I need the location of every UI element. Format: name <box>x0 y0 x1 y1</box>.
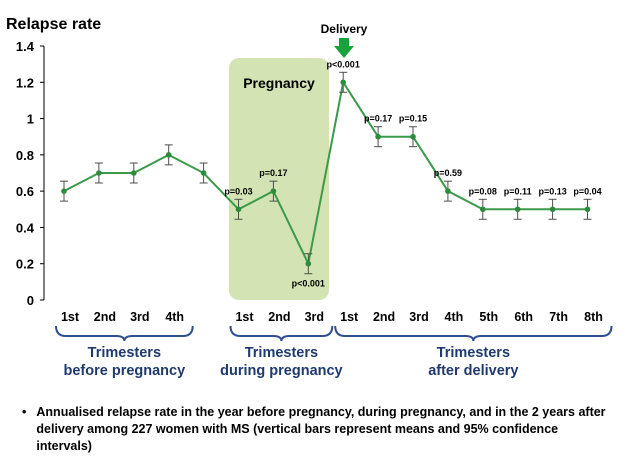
data-point <box>235 206 242 213</box>
data-point <box>131 170 137 176</box>
x-tick-label: 4th <box>445 310 464 324</box>
p-value-label: p=0.13 <box>538 186 566 196</box>
group-brace <box>55 325 194 342</box>
data-point <box>375 133 381 140</box>
pregnancy-band <box>229 58 329 300</box>
y-tick-label: 0 <box>27 293 34 308</box>
group-label-line1: Trimesters <box>245 345 318 361</box>
p-value-label: p=0.59 <box>434 168 462 178</box>
data-point <box>445 188 451 194</box>
x-tick-label: 6th <box>514 310 533 324</box>
y-tick-label: 1 <box>27 112 34 127</box>
group-label-line1: Trimesters <box>437 345 510 361</box>
x-tick-label: 8th <box>584 310 603 324</box>
p-value-label: p<0.001 <box>292 279 325 289</box>
x-tick-label: 2nd <box>373 310 395 324</box>
data-point <box>514 206 521 213</box>
data-point <box>270 188 277 194</box>
y-tick-label: 0.4 <box>16 220 35 235</box>
data-point <box>549 206 556 213</box>
x-tick-label: 3rd <box>130 310 149 324</box>
x-tick-label: 7th <box>549 310 568 324</box>
p-value-label: p=0.15 <box>399 114 427 124</box>
p-value-label: p=0.08 <box>469 186 497 196</box>
p-value-label: p=0.11 <box>504 186 532 196</box>
x-tick-label: 1st <box>340 310 359 324</box>
p-value-label: p=0.17 <box>364 114 392 124</box>
delivery-label: Delivery <box>321 22 368 36</box>
delivery-marker: Delivery <box>321 22 368 58</box>
caption-text: Annualised relapse rate in the year befo… <box>36 405 606 453</box>
x-tick-label: 2nd <box>94 310 116 324</box>
data-point <box>96 170 102 176</box>
group-brace <box>229 325 334 342</box>
x-tick-label: 2nd <box>268 310 290 324</box>
group-label-line2: during pregnancy <box>220 363 342 379</box>
x-tick-label: 4th <box>165 310 184 324</box>
data-point <box>165 152 172 158</box>
y-tick-label: 1.4 <box>16 39 35 54</box>
x-tick-label: 3rd <box>305 310 324 324</box>
p-value-label: p=0.04 <box>573 186 601 196</box>
p-value-label: p=0.03 <box>224 186 252 196</box>
y-tick-label: 0.6 <box>16 184 34 199</box>
group-braces: Trimesters before pregnancy Trimesters duri… <box>55 325 613 379</box>
p-value-label: p=0.17 <box>259 168 287 178</box>
y-tick-label: 0.2 <box>16 257 34 272</box>
data-point <box>340 79 347 86</box>
data-point <box>410 133 416 140</box>
data-marks: p=0.03 p=0.17 p<0.001 p<0.001 p=0.17 p=0.15 p=… <box>60 59 602 289</box>
y-axis-title: Relapse rate <box>6 16 101 33</box>
pregnancy-label: Pregnancy <box>243 75 315 91</box>
p-value-label: p<0.001 <box>327 59 360 69</box>
figure-caption: • Annualised relapse rate in the year be… <box>22 404 612 455</box>
x-tick-label: 5th <box>479 310 498 324</box>
delivery-arrow-icon <box>334 38 354 58</box>
data-point <box>480 206 486 213</box>
data-point <box>61 188 67 194</box>
y-tick-label: 1.2 <box>16 75 34 90</box>
group-label-line2: after delivery <box>428 363 518 379</box>
relapse-rate-line <box>63 79 588 267</box>
relapse-rate-chart: Pregnancy Delivery Relapse rate 00.20.40… <box>6 16 613 379</box>
y-tick-label: 0.8 <box>16 148 34 163</box>
group-label-line1: Trimesters <box>88 345 161 361</box>
caption-bullet: • <box>22 405 27 419</box>
group-label-line2: before pregnancy <box>64 363 186 379</box>
x-tick-label: 1st <box>235 310 254 324</box>
x-tick-label: 3rd <box>409 310 428 324</box>
x-tick-label: 1st <box>61 310 80 324</box>
data-point <box>200 170 207 176</box>
y-axis-ticks: 0 0.2 0.4 0.6 0.8 1 1.2 1.4 <box>16 39 44 308</box>
x-axis-tick-labels: 1st 2nd 3rd 4th 1st 2nd 3rd 1st 2nd 3rd 4th 5th 6th 7… <box>61 310 603 324</box>
data-point <box>305 260 312 267</box>
group-brace <box>334 325 613 342</box>
data-point <box>584 206 591 213</box>
